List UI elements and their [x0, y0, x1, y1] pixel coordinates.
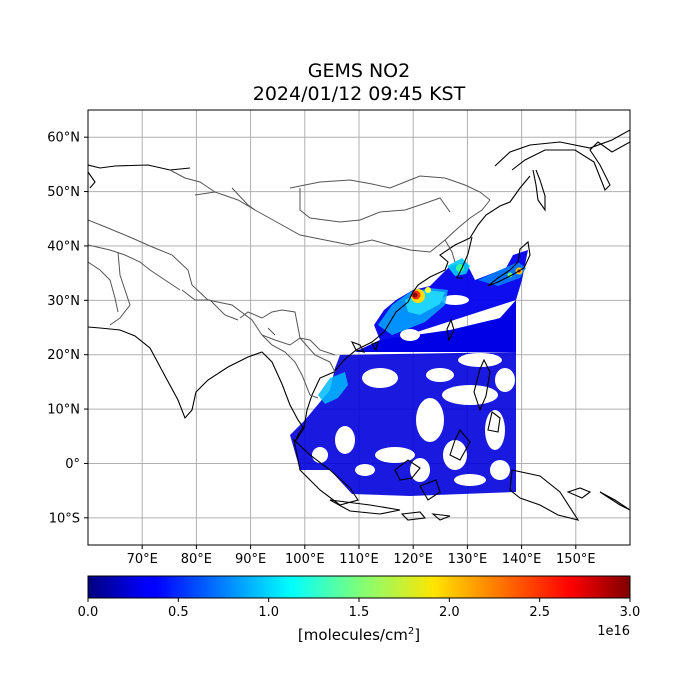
lat-tick-label: 20°N: [47, 348, 80, 363]
colorbar-tick-label: 0.5: [168, 605, 189, 620]
lon-tick-label: 80°E: [181, 552, 212, 567]
lat-tick-label: 40°N: [47, 239, 80, 254]
lat-tick-label: 30°N: [47, 294, 80, 309]
lon-tick-label: 120°E: [393, 552, 433, 567]
lat-tick-label: 10°S: [49, 511, 80, 526]
latitude-labels: 60°N 50°N 40°N 30°N 20°N 10°N 0° 10°S: [47, 131, 88, 526]
country-borders: [88, 169, 491, 399]
lon-tick-label: 100°E: [285, 552, 325, 567]
colorbar-tick-label: 3.0: [620, 605, 641, 620]
map-area: [88, 129, 630, 521]
map-subtitle-datetime: 2024/01/12 09:45 KST: [252, 83, 466, 105]
colorbar-unit-label: [molecules/cm2]: [297, 626, 421, 644]
lat-tick-label: 10°N: [47, 403, 80, 418]
colorbar-tick-label: 0.0: [78, 605, 99, 620]
colorbar-tick-label: 1.0: [258, 605, 279, 620]
map-title: GEMS NO2: [307, 60, 411, 82]
colorbar: [87, 575, 631, 599]
longitude-labels: 70°E 80°E 90°E 100°E 110°E 120°E 130°E 140°E 150…: [127, 545, 596, 567]
colorbar-exponent: 1e16: [597, 624, 630, 639]
lat-tick-label: 60°N: [47, 131, 80, 146]
colorbar-tick-label: 2.0: [439, 605, 460, 620]
lat-tick-label: 50°N: [47, 185, 80, 200]
lat-tick-label: 0°: [65, 457, 80, 472]
colorbar-tick-label: 2.5: [529, 605, 550, 620]
colorbar-ticks: 0.0 0.5 1.0 1.5 2.0 2.5 3.0: [78, 598, 641, 620]
colorbar-tick-label: 1.5: [349, 605, 370, 620]
lon-tick-label: 110°E: [339, 552, 379, 567]
lon-tick-label: 150°E: [556, 552, 596, 567]
no2-data-swath: [290, 250, 528, 496]
map-gridlines: [88, 110, 630, 545]
coastlines: [88, 129, 630, 521]
lon-tick-label: 140°E: [502, 552, 542, 567]
lon-tick-label: 90°E: [235, 552, 266, 567]
lon-tick-label: 70°E: [127, 552, 158, 567]
lon-tick-label: 130°E: [448, 552, 488, 567]
